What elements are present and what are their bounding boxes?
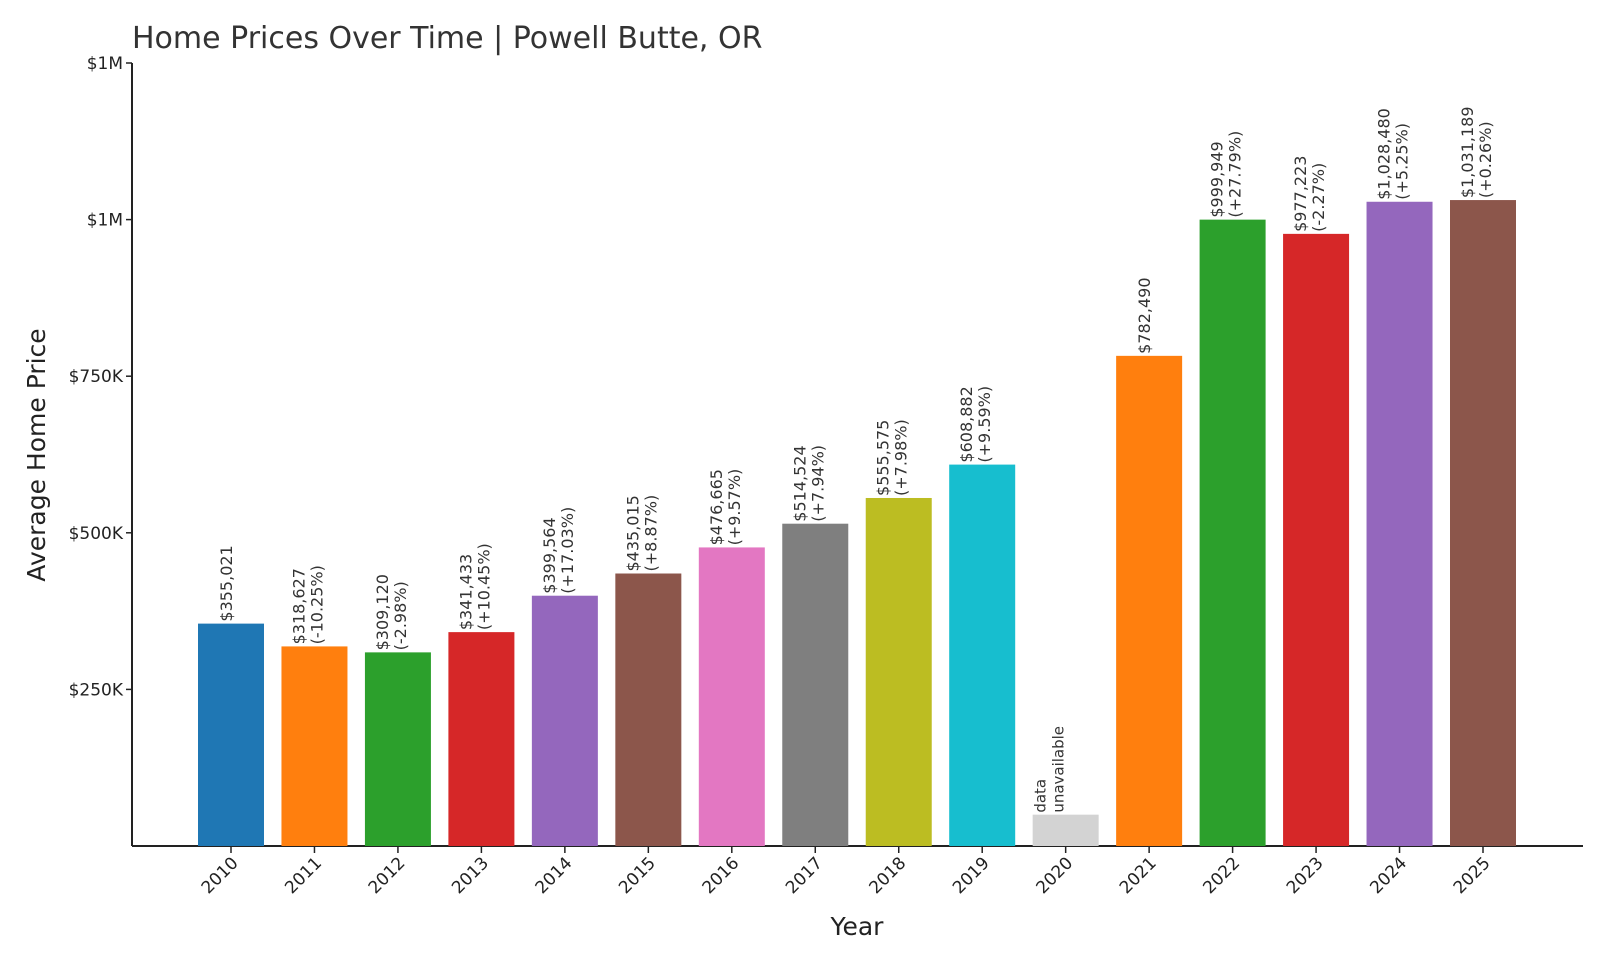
bar-change-text: (+10.45%)	[474, 543, 493, 630]
bar-change-text: (+7.98%)	[892, 419, 911, 496]
x-tick-label: 2016	[699, 853, 744, 898]
x-tick-label: 2019	[949, 853, 994, 898]
bar-value-label: $309,120(-2.98%)	[373, 574, 410, 650]
bar-value-text: $399,564	[540, 517, 559, 593]
bar-change-text: (-2.27%)	[1309, 163, 1328, 232]
x-tick-label: 2012	[365, 853, 410, 898]
bar-value-label: $476,665(+9.57%)	[707, 469, 744, 546]
x-tick-label: 2022	[1199, 853, 1244, 898]
bar-value-label: $399,564(+17.03%)	[540, 507, 577, 594]
bar-value-text: $309,120	[373, 574, 392, 650]
bar-change-text: (+27.79%)	[1226, 131, 1245, 218]
bar-2012	[364, 652, 431, 846]
bar-change-text: (+0.26%)	[1476, 121, 1495, 198]
chart-title: Home Prices Over Time | Powell Butte, OR	[132, 21, 762, 56]
y-tick-label: $500K	[69, 524, 124, 544]
bar-value-text: $977,223	[1291, 156, 1310, 232]
bar-value-label: $977,223(-2.27%)	[1291, 156, 1328, 232]
x-tick-label: 2015	[615, 853, 660, 898]
x-tick-label: 2025	[1450, 853, 1495, 898]
x-tick-label: 2021	[1116, 853, 1161, 898]
x-tick-label: 2011	[281, 853, 326, 898]
bar-2020	[1032, 814, 1099, 846]
bar-value-label: $341,433(+10.45%)	[456, 543, 493, 630]
bar-value-text: $1,031,189	[1458, 106, 1477, 198]
bar-value-label: $1,028,480(+5.25%)	[1375, 108, 1412, 200]
bar-value-text: $355,021	[217, 545, 236, 621]
bar-2016	[698, 547, 765, 846]
unavailable-label-line1: data	[1032, 779, 1050, 813]
y-tick-label: $1M	[87, 54, 123, 74]
y-tick-label: $250K	[69, 680, 124, 700]
bar-change-text: (+17.03%)	[558, 507, 577, 594]
bar-change-text: (+9.57%)	[725, 469, 744, 546]
bar-change-text: (+5.25%)	[1393, 123, 1412, 200]
bar-2019	[949, 464, 1016, 846]
y-tick-label: $1M	[87, 211, 123, 231]
bar-2010	[198, 623, 264, 846]
bar-value-label: $355,021	[217, 545, 236, 621]
bar-change-text: (-2.98%)	[391, 581, 410, 650]
unavailable-label: dataunavailable	[1032, 726, 1068, 813]
bar-value-label: $999,949(+27.79%)	[1208, 131, 1245, 218]
x-tick-label: 2017	[782, 853, 827, 898]
bar-value-text: $435,015	[623, 495, 642, 571]
x-tick-label: 2018	[866, 853, 911, 898]
bar-2011	[281, 646, 348, 846]
bar-labels-group: $355,021 $318,627(-10.25%) $309,120(-2.98%…	[217, 106, 1495, 812]
x-tick-label: 2024	[1366, 853, 1411, 898]
bar-change-text: (-10.25%)	[307, 565, 326, 644]
bar-change-text: (+9.59%)	[975, 386, 994, 463]
x-tick-label: 2023	[1283, 853, 1328, 898]
bar-2022	[1199, 219, 1266, 846]
bar-value-label: $435,015(+8.87%)	[623, 495, 660, 572]
bar-value-text: $341,433	[456, 554, 475, 630]
bar-2017	[782, 523, 849, 846]
y-axis: $250K $500K $750K $1M $1M	[69, 54, 133, 846]
bar-change-text: (+7.94%)	[808, 445, 827, 522]
bar-2025	[1450, 200, 1516, 846]
x-tick-label: 2010	[198, 853, 243, 898]
bar-value-text: $608,882	[957, 386, 976, 462]
bar-value-label: $608,882(+9.59%)	[957, 386, 994, 463]
bar-2015	[615, 573, 682, 846]
bar-value-label: $782,490	[1135, 278, 1154, 354]
bar-2014	[531, 595, 598, 846]
bar-value-text: $318,627	[289, 568, 308, 644]
bar-value-text: $476,665	[707, 469, 726, 545]
bar-value-label: $318,627(-10.25%)	[289, 565, 326, 644]
unavailable-label-line2: unavailable	[1050, 726, 1068, 813]
bar-2023	[1283, 233, 1350, 847]
bar-2024	[1366, 201, 1433, 846]
bar-value-label: $1,031,189(+0.26%)	[1458, 106, 1495, 198]
y-axis-label: Average Home Price	[22, 328, 51, 581]
bar-value-text: $999,949	[1208, 141, 1227, 217]
bar-value-text: $782,490	[1135, 278, 1154, 354]
x-tick-label: 2013	[448, 853, 493, 898]
x-axis-label: Year	[830, 912, 885, 941]
bar-2021	[1116, 355, 1183, 846]
x-axis: 2010 2011 2012 2013 2014 2015 2016 2017 2018 2019…	[132, 845, 1583, 898]
bars-group	[198, 200, 1516, 847]
bar-value-label: $555,575(+7.98%)	[874, 419, 911, 496]
y-tick-label: $750K	[69, 367, 124, 387]
bar-value-text: $555,575	[874, 420, 893, 496]
bar-2018	[865, 497, 932, 846]
bar-change-text: (+8.87%)	[641, 495, 660, 572]
bar-value-text: $1,028,480	[1375, 108, 1394, 200]
x-tick-label: 2020	[1032, 853, 1077, 898]
bar-2013	[448, 632, 515, 846]
bar-value-text: $514,524	[790, 445, 809, 521]
bar-value-label: $514,524(+7.94%)	[790, 445, 827, 522]
x-tick-label: 2014	[532, 853, 577, 898]
